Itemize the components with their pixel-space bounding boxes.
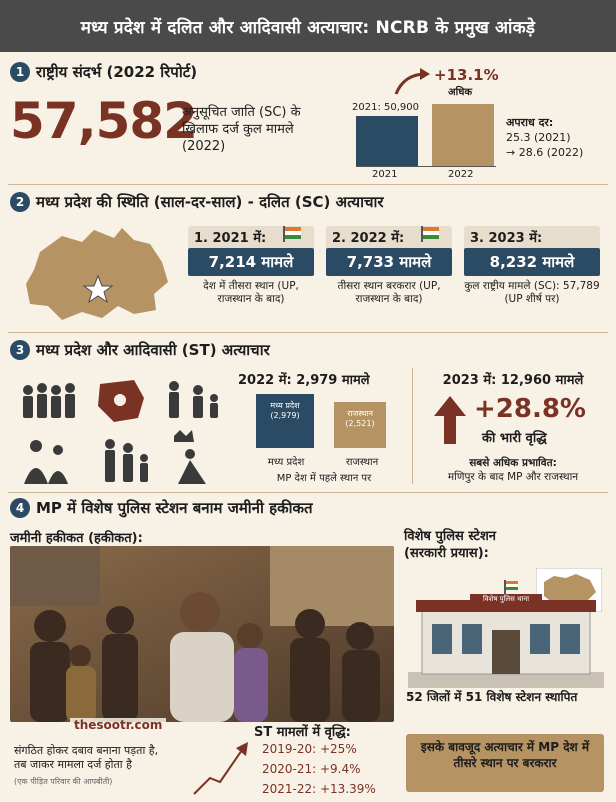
group-people-icon xyxy=(23,383,75,418)
tribal-people-icons xyxy=(23,380,218,484)
page-title-bar: मध्य प्रदेश में दलित और आदिवासी अत्याचार… xyxy=(0,0,616,52)
caption-line3: (एक पीड़ित परिवार की आपबीती) xyxy=(14,777,113,786)
st-bar-raj-label: राजस्थान (2,521) xyxy=(345,409,375,428)
st-row: 2021-22: +13.39% xyxy=(262,782,376,796)
st-2023-heading: 2023 में: 12,960 मामले xyxy=(442,373,584,388)
st-bar-mp-label: मध्य प्रदेश (2,979) xyxy=(270,401,300,420)
divider xyxy=(8,332,608,333)
affected-title: सबसे अधिक प्रभावित: xyxy=(469,457,557,469)
sc-total-description: अनुसूचित जाति (SC) के खिलाफ दर्ज कुल माम… xyxy=(182,105,301,154)
sc-total-cases: 57,582 xyxy=(10,92,198,150)
divider xyxy=(8,184,608,185)
st-2022-heading: 2022 में: 2,979 मामले xyxy=(238,373,370,388)
page-title: मध्य प्रदेश में दलित और आदिवासी अत्याचार… xyxy=(80,17,536,38)
section4-title: MP में विशेष पुलिस स्टेशन बनाम जमीनी हकी… xyxy=(36,499,313,517)
bar-2022 xyxy=(432,104,494,166)
increase-percent: +13.1% xyxy=(434,66,499,84)
bar-2021 xyxy=(356,116,418,166)
crime-rate-2021: 25.3 (2021) xyxy=(506,131,571,144)
police-station-building-icon xyxy=(408,580,604,688)
bar-x-2022: 2022 xyxy=(448,169,474,180)
footer-box: इसके बावजूद अत्याचार में MP देश में तीसर… xyxy=(406,734,604,792)
flag-icon xyxy=(283,226,301,242)
affected-states: मणिपुर के बाद MP और राजस्थान xyxy=(447,471,579,483)
st-bar-raj: राजस्थान (2,521) xyxy=(334,402,386,448)
card-cases: 7,733 मामले xyxy=(326,248,452,276)
card-year: 2. 2022 में: xyxy=(326,226,452,248)
card-year: 3. 2023 में: xyxy=(464,226,600,248)
section4-number: 4 xyxy=(10,498,30,518)
stations-count: 52 जिलों में 51 विशेष स्टेशन स्थापित xyxy=(406,690,578,704)
card-note: देश में तीसरा स्थान (UP, राजस्थान के बाद… xyxy=(203,280,299,305)
section2-heading: 2 मध्य प्रदेश की स्थिति (साल-दर-साल) - द… xyxy=(10,192,384,212)
police-board: विशेष पुलिस थाना xyxy=(482,595,530,603)
card-year: 1. 2021 में: xyxy=(188,226,314,248)
st-lbl-raj: राजस्थान xyxy=(345,457,379,468)
crowd-photo-illustration xyxy=(10,546,394,722)
divider xyxy=(412,368,413,484)
section3-title: मध्य प्रदेश और आदिवासी (ST) अत्याचार xyxy=(36,341,270,359)
trend-arrow-icon xyxy=(193,742,248,795)
bar-x-2021: 2021 xyxy=(372,169,398,180)
crime-rate-title: अपराध दर: xyxy=(506,116,554,129)
mp-card-2022: 2. 2022 में: 7,733 मामले तीसरा स्थान बरक… xyxy=(326,226,452,306)
section3-heading: 3 मध्य प्रदेश और आदिवासी (ST) अत्याचार xyxy=(10,340,270,360)
crime-rate-2022: → 28.6 (2022) xyxy=(506,146,584,159)
st-lbl-mp: मध्य प्रदेश xyxy=(267,457,305,468)
arrow-up-icon xyxy=(434,396,466,444)
card-cases: 8,232 मामले xyxy=(464,248,600,276)
section1-number: 1 xyxy=(10,62,30,82)
st-increase-title: ST मामलों में वृद्धि: xyxy=(254,725,351,740)
section3-number: 3 xyxy=(10,340,30,360)
card-note: तीसरा स्थान बरकरार (UP, राजस्थान के बाद) xyxy=(337,280,441,305)
section4-heading: 4 MP में विशेष पुलिस स्टेशन बनाम जमीनी ह… xyxy=(10,498,313,518)
section1-title: राष्ट्रीय संदर्भ (2022 रिपोर्ट) xyxy=(36,63,198,81)
flag-icon xyxy=(421,226,439,242)
caption-line2: तब जाकर मामला दर्ज होता है xyxy=(14,758,132,771)
watermark: thesootr.com xyxy=(70,718,167,732)
mp-card-2023: 3. 2023 में: 8,232 मामले कुल राष्ट्रीय म… xyxy=(464,226,600,306)
st-growth-percent: +28.8% xyxy=(474,394,586,424)
police-title: विशेष पुलिस स्टेशन (सरकारी प्रयास): xyxy=(404,529,497,561)
mp-map-icon xyxy=(26,228,168,320)
st-first-place: MP देश में पहले स्थान पर xyxy=(276,473,372,484)
st-row: 2020-21: +9.4% xyxy=(262,762,361,776)
ground-reality-photo xyxy=(10,546,394,722)
ground-reality-title: जमीनी हकीकत (हकीकत): xyxy=(10,531,143,546)
divider xyxy=(8,492,608,493)
st-growth-sub: की भारी वृद्धि xyxy=(482,431,547,446)
card-note: कुल राष्ट्रीय मामले (SC): 57,789 (UP शीर… xyxy=(464,280,600,305)
mp-card-2021: 1. 2021 में: 7,214 मामले देश में तीसरा स… xyxy=(188,226,314,306)
section2-title: मध्य प्रदेश की स्थिति (साल-दर-साल) - दलि… xyxy=(36,193,384,211)
increase-arrow-icon xyxy=(394,68,430,95)
section2-number: 2 xyxy=(10,192,30,212)
increase-sub: अधिक xyxy=(448,87,473,98)
card-cases: 7,214 मामले xyxy=(188,248,314,276)
st-row: 2019-20: +25% xyxy=(262,742,357,756)
section1-heading: 1 राष्ट्रीय संदर्भ (2022 रिपोर्ट) xyxy=(10,62,197,82)
bar-2021-label: 2021: 50,900 xyxy=(352,102,419,113)
bar-axis xyxy=(356,166,496,167)
caption-line1: संगठित होकर दबाव बनाना पड़ता है, xyxy=(14,744,159,757)
st-bar-mp: मध्य प्रदेश (2,979) xyxy=(256,394,314,448)
